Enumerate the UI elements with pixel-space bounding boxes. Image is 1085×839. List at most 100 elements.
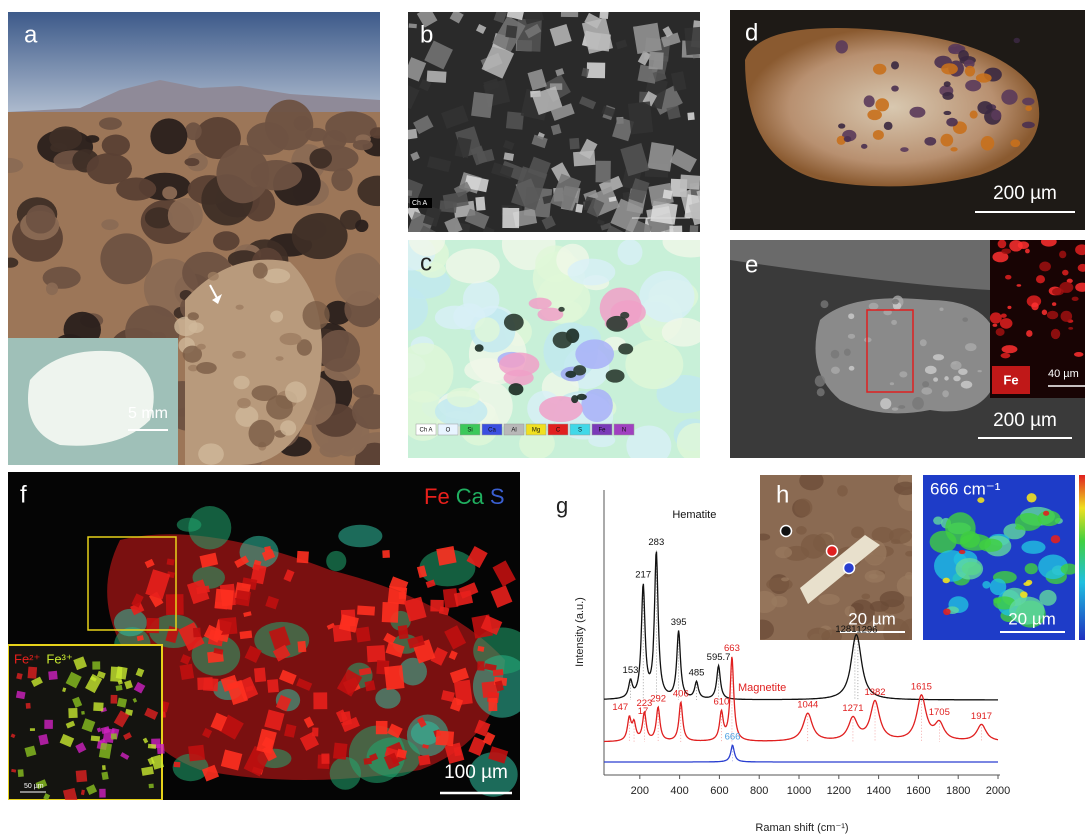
texture xyxy=(892,299,899,305)
texture xyxy=(1001,89,1017,104)
texture xyxy=(234,376,250,389)
peak-label: 485 xyxy=(689,668,705,679)
texture xyxy=(891,86,899,92)
texture xyxy=(180,664,195,680)
legend-label: S xyxy=(578,428,582,434)
texture xyxy=(864,337,872,342)
texture xyxy=(297,641,306,653)
texture xyxy=(1062,270,1068,276)
texture xyxy=(569,138,579,149)
x-tick-label: 1600 xyxy=(906,785,930,797)
texture xyxy=(920,339,927,346)
texture xyxy=(663,190,673,200)
texture xyxy=(102,135,130,156)
texture xyxy=(375,688,400,709)
texture xyxy=(1025,563,1038,574)
texture xyxy=(93,702,103,711)
texture xyxy=(49,126,82,150)
texture xyxy=(943,608,950,615)
scale-bar-label: 200 µm xyxy=(993,183,1057,204)
texture xyxy=(864,95,875,107)
texture xyxy=(270,310,283,322)
texture xyxy=(965,66,975,77)
texture xyxy=(1072,297,1079,301)
texture xyxy=(801,534,826,558)
texture xyxy=(1015,526,1023,530)
texture xyxy=(477,661,484,670)
texture xyxy=(502,208,519,228)
texture xyxy=(849,366,855,371)
texture xyxy=(815,375,825,386)
texture xyxy=(319,443,343,458)
texture xyxy=(405,129,418,140)
inset-scale-label: 40 µm xyxy=(1048,368,1079,380)
texture xyxy=(85,135,99,143)
texture xyxy=(848,334,855,339)
texture xyxy=(835,40,847,53)
panel-b: b Ch A xyxy=(392,5,727,256)
texture xyxy=(254,668,266,683)
legend-label: Al xyxy=(511,428,516,434)
texture xyxy=(1000,318,1013,329)
legend-label: Si xyxy=(467,428,472,434)
texture xyxy=(365,680,376,691)
texture xyxy=(99,789,106,798)
peak-label: 292 xyxy=(650,693,666,704)
texture xyxy=(398,625,409,639)
texture xyxy=(942,390,949,397)
texture xyxy=(909,107,925,118)
panel-label: h xyxy=(776,481,789,508)
texture xyxy=(950,361,961,370)
texture xyxy=(91,735,100,741)
texture xyxy=(867,110,882,121)
texture xyxy=(1002,345,1018,353)
texture xyxy=(568,259,616,286)
panel-f: f FeCaS Fe²⁺Fe³⁺ 50 µm 100 µm xyxy=(8,472,532,805)
texture xyxy=(1061,311,1073,322)
texture xyxy=(454,747,462,756)
texture xyxy=(891,61,899,69)
texture xyxy=(944,376,948,380)
series-name: Hematite xyxy=(672,509,716,521)
texture xyxy=(961,381,973,389)
panel-label: d xyxy=(745,19,758,46)
texture xyxy=(940,134,953,147)
texture xyxy=(488,698,497,711)
texture xyxy=(382,602,399,623)
texture xyxy=(309,148,332,168)
x-axis-label: Raman shift (cm⁻¹) xyxy=(755,822,848,834)
texture xyxy=(977,370,981,372)
texture xyxy=(92,661,100,669)
texture xyxy=(508,383,523,395)
texture xyxy=(385,287,429,331)
scale-bar-label: 5 mm xyxy=(128,405,168,422)
texture xyxy=(357,606,375,616)
texture xyxy=(1039,261,1051,271)
texture xyxy=(213,231,240,251)
texture xyxy=(382,550,390,558)
texture xyxy=(625,340,683,389)
peak-label: 283 xyxy=(648,537,664,548)
texture xyxy=(285,381,307,402)
texture xyxy=(333,743,348,760)
texture xyxy=(990,312,1002,323)
texture xyxy=(873,130,884,140)
texture xyxy=(990,578,1007,595)
texture xyxy=(264,546,271,553)
texture xyxy=(831,367,840,374)
texture xyxy=(821,300,829,308)
texture xyxy=(232,351,246,359)
texture xyxy=(573,151,595,167)
panel-label: f xyxy=(20,481,27,508)
texture xyxy=(905,551,914,557)
texture xyxy=(571,395,578,403)
texture xyxy=(1017,284,1022,287)
texture xyxy=(395,343,453,403)
texture xyxy=(1023,582,1031,586)
texture xyxy=(949,46,957,53)
texture xyxy=(68,708,77,718)
texture xyxy=(188,322,203,333)
spot-blue xyxy=(844,563,855,574)
texture xyxy=(976,73,992,82)
panel-a: a 5 mm xyxy=(0,12,400,483)
